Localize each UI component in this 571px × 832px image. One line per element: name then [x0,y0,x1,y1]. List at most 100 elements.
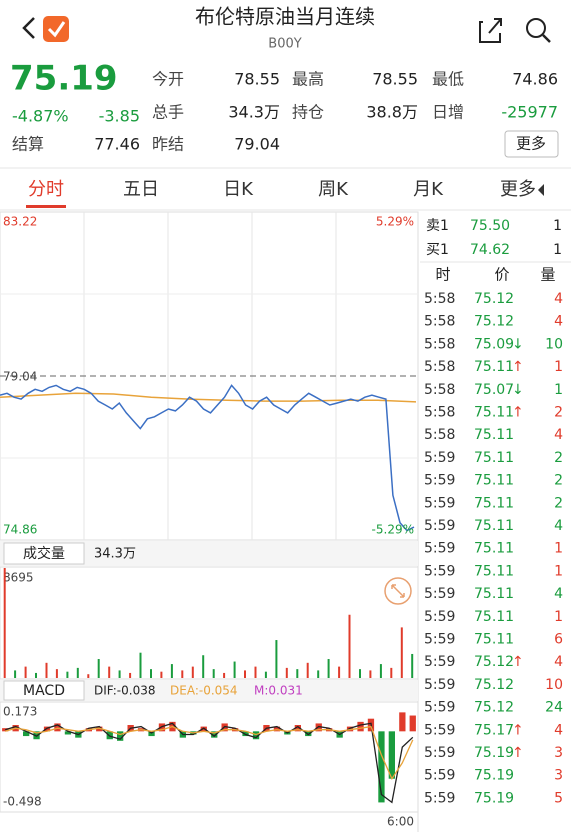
volume-bar [244,670,246,678]
trade-qty: 4 [554,291,563,307]
stat-label: 今开 [152,70,184,89]
macd-bar [378,731,385,803]
volume-bar [390,667,393,678]
trade-price: 75.12 [474,654,514,670]
trade-time: 5:59 [424,473,455,489]
share-button[interactable] [479,18,502,43]
volume-bar [3,568,6,678]
trade-price: 75.11 [474,473,514,489]
volume-bar [254,666,257,678]
volume-bar [139,652,142,678]
tab[interactable]: 五日 [123,179,159,200]
macd-bar [117,731,124,741]
bid-label: 买1 [426,242,449,258]
title: 布伦特原油当月连续 [195,5,375,29]
trade-time: 5:58 [424,405,455,421]
trade-time: 5:59 [424,586,455,602]
trade-time: 5:59 [424,563,455,579]
tab-underline [26,205,66,208]
trade-time: 5:59 [424,790,455,806]
column-header: 价 [494,266,509,284]
trade-qty: 4 [554,654,563,670]
volume-bar [212,669,215,678]
stat-value: 78.55 [372,70,418,89]
end-time: 6:00 [387,815,414,829]
volume-bar [170,664,173,678]
volume-title: 成交量 [23,545,65,562]
stat-value: 38.8万 [366,103,418,122]
trade-arrow: ↑ [512,745,524,761]
search-button[interactable] [526,18,546,38]
tab[interactable]: 周K [318,179,349,200]
tab[interactable]: 月K [413,179,444,200]
volume-bar [264,671,267,678]
macd-bar [33,731,40,740]
macd-bar [64,731,72,735]
trade-qty: 5 [554,790,563,806]
macd-bar [96,726,103,732]
macd-selector[interactable] [3,680,85,701]
trade-qty: 2 [554,450,563,466]
trade-price: 75.19 [474,745,514,761]
stat-label: 总手 [152,103,184,122]
macd-bar [148,731,155,737]
trade-time: 5:58 [424,359,455,375]
macd-bar [409,715,416,732]
volume-bar [317,670,320,678]
trade-qty: 4 [554,427,563,443]
back-button[interactable] [22,17,35,39]
app-icon[interactable] [43,16,69,42]
stat-value: 78.55 [234,70,280,89]
volume-bar [97,659,100,678]
trade-qty: 1 [554,609,563,625]
trade-price: 75.11 [474,563,514,579]
volume-bar [108,666,111,678]
volume-bar [359,669,361,678]
stat-label: 昨结 [152,135,184,154]
expand-button[interactable] [384,577,412,605]
tab[interactable]: 日K [223,179,254,200]
trade-qty: 3 [554,768,563,784]
ref-label: 79.04 [3,370,37,384]
tab[interactable]: 分时 [28,179,64,200]
volume-bar [400,627,403,678]
volume-bar [14,670,17,678]
more-button-label[interactable]: 更多 [516,135,546,153]
trade-qty: 2 [554,495,563,511]
volume-bar [150,669,152,678]
volume-bar [55,669,58,678]
tab[interactable]: 更多 [500,179,536,200]
trade-price: 75.11 [474,450,514,466]
last-price: 75.19 [10,59,118,99]
volume-selector[interactable] [3,542,85,565]
trade-qty: 4 [554,314,563,330]
trade-time: 5:59 [424,450,455,466]
volume-bar [285,667,288,678]
trade-time: 5:58 [424,291,455,307]
macd-bar [315,723,322,732]
volume-bar [327,659,330,678]
macd-header [0,680,418,701]
search-handle [542,34,551,43]
trade-qty: 4 [554,722,563,738]
trade-arrow: ↑ [512,654,524,670]
trade-price: 75.07 [474,382,514,398]
dropdown-icon [538,184,544,196]
trade-qty: 24 [545,700,563,716]
trade-arrow: ↑ [512,722,524,738]
trade-time: 5:58 [424,314,455,330]
trade-price: 75.12 [474,700,514,716]
stat-label: 日增 [432,103,464,122]
volume-bar [66,671,69,678]
trade-time: 5:58 [424,336,455,352]
trade-price: 75.11 [474,586,514,602]
volume-bar [129,672,132,678]
more-button[interactable] [504,130,559,158]
ask-price: 75.50 [470,218,510,234]
trade-arrow: ↓ [512,382,524,398]
volume-bar [411,653,414,678]
trade-price: 75.19 [474,790,514,806]
trade-qty: 1 [554,382,563,398]
trade-qty: 4 [554,518,563,534]
